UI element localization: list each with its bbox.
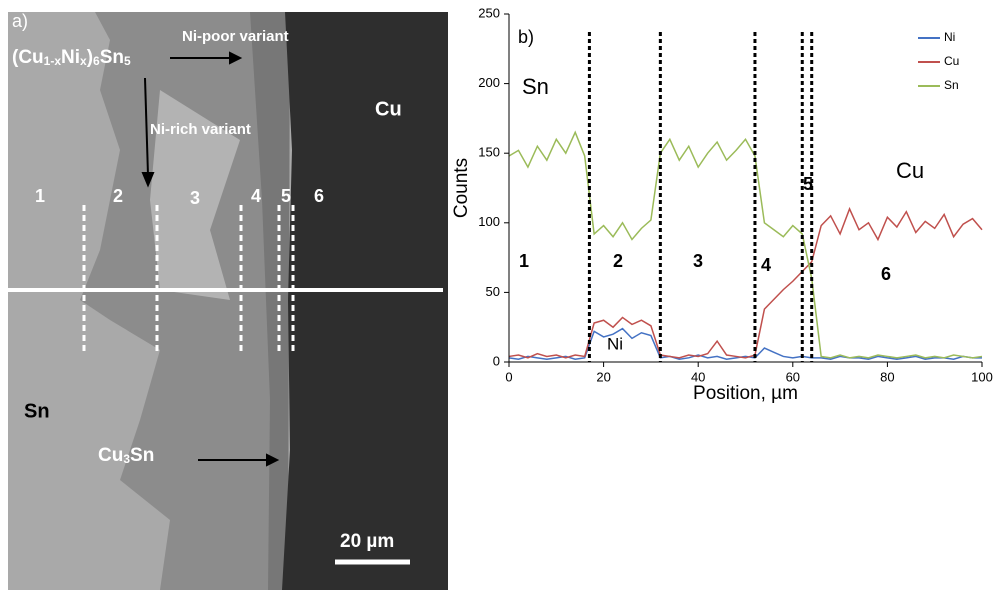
series-line: [508, 130, 983, 359]
arrowhead: [141, 172, 155, 188]
micrograph: a) (Cu1-xNix)6Sn5 Ni-poor variant Ni-ric…: [8, 11, 448, 590]
zone-label: 4: [761, 255, 771, 275]
zone-label: 5: [281, 186, 291, 206]
legend-label: Sn: [944, 78, 959, 92]
annotation: Ni: [607, 334, 623, 353]
cu3sn-phase: [250, 12, 290, 590]
zone-label: 2: [113, 186, 123, 206]
panel-label: b): [518, 27, 534, 47]
scale-bar-label: 20 µm: [340, 531, 394, 552]
legend-label: Cu: [944, 54, 959, 68]
y-axis-label: Counts: [451, 158, 472, 218]
line-chart: 0 50 100 150 200 250 0 20 40 60 80 100 b) Position, µ…: [451, 5, 993, 404]
x-tick-label: 100: [971, 369, 993, 384]
annotation: Cu: [896, 158, 924, 183]
cu-phase: [282, 12, 448, 590]
arrow: [144, 77, 149, 176]
series-line: [508, 206, 983, 359]
zone-label: 1: [519, 251, 529, 271]
x-tick-label: 60: [786, 369, 800, 384]
panel-label: a): [12, 11, 28, 31]
zone-label: 1: [35, 186, 45, 206]
y-tick-label: 250: [478, 5, 500, 20]
legend-label: Ni: [944, 30, 955, 44]
cu-label: Cu: [375, 98, 402, 120]
y-tick-label: 100: [478, 214, 500, 229]
ni-rich-label: Ni-rich variant: [150, 121, 251, 138]
arrowhead: [229, 51, 243, 65]
x-tick-label: 20: [596, 369, 610, 384]
sn-inclusion: [150, 90, 240, 300]
arrowhead: [266, 453, 280, 467]
zone-label: 6: [881, 264, 891, 284]
zone-label: 4: [251, 186, 261, 206]
ni-poor-label: Ni-poor variant: [182, 28, 289, 45]
y-tick-label: 50: [486, 284, 500, 299]
y-tick-label: 200: [478, 75, 500, 90]
zone-label: 6: [314, 186, 324, 206]
zone-label: 5: [803, 174, 813, 194]
y-tick-label: 0: [493, 353, 500, 368]
x-tick-label: 80: [880, 369, 894, 384]
x-axis-label: Position, µm: [693, 383, 798, 404]
sn-label: Sn: [24, 400, 50, 422]
zone-label: 2: [613, 251, 623, 271]
cu3sn-label: Cu3Sn: [98, 445, 154, 466]
formula: (Cu1-xNix)6Sn5: [12, 47, 131, 68]
x-tick-label: 0: [505, 369, 512, 384]
zone-label: 3: [190, 188, 200, 208]
series-line: [508, 327, 982, 360]
annotation: Sn: [522, 74, 549, 99]
zone-label: 3: [693, 251, 703, 271]
y-tick-label: 150: [478, 145, 500, 160]
x-tick-label: 40: [691, 369, 705, 384]
